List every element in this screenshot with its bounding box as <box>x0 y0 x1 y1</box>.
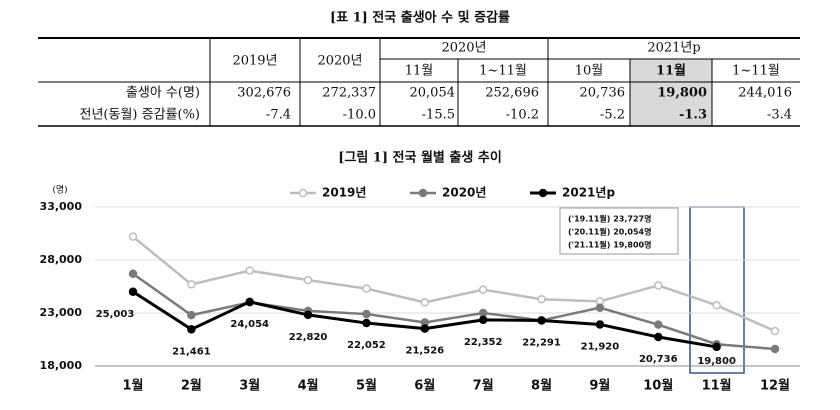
x-tick-label: 3월 <box>239 378 260 394</box>
table-cell: -1.3 <box>679 108 707 123</box>
table-cell: 20,054 <box>410 86 456 101</box>
legend-marker <box>538 188 548 198</box>
table-cell: -5.2 <box>600 108 625 123</box>
point <box>712 342 721 352</box>
data-label: 22,352 <box>464 337 503 348</box>
table-header: 11월 <box>656 63 686 79</box>
table-cell: -3.4 <box>767 108 792 123</box>
point <box>770 344 780 354</box>
x-tick-label: 12월 <box>760 378 790 394</box>
data-label: 25,003 <box>96 309 135 320</box>
x-tick-label: 5월 <box>356 378 377 394</box>
y-tick-label: 33,000 <box>40 200 83 213</box>
annotation: ('21.11월) 19,800명 <box>568 240 651 250</box>
point <box>245 297 254 307</box>
x-tick-label: 6월 <box>414 378 435 394</box>
table-cell: 302,676 <box>237 86 291 101</box>
y-axis-label: (명) <box>52 185 67 196</box>
table-cell: -10.2 <box>506 108 539 123</box>
chart-title: [그림 1] 전국 월별 출생 추이 <box>338 150 502 166</box>
data-label: 21,526 <box>406 346 445 357</box>
highlight-cell <box>630 59 712 126</box>
x-tick-label: 7월 <box>473 378 494 394</box>
data-label: 19,800 <box>697 356 736 367</box>
table-header: 2019년 <box>232 54 277 69</box>
row-label: 출생아 수(명) <box>126 86 200 101</box>
point <box>128 269 138 279</box>
data-label: 22,052 <box>347 340 386 351</box>
point <box>537 294 546 304</box>
point <box>654 320 663 329</box>
table-header: 10월 <box>575 64 604 79</box>
table-verticals <box>209 38 713 126</box>
point <box>362 284 371 293</box>
y-tick-label: 28,000 <box>40 253 83 266</box>
data-label: 20,736 <box>639 354 678 365</box>
annotation: ('20.11월) 20,054명 <box>568 227 651 237</box>
table-cell: 19,800 <box>657 86 707 101</box>
point <box>712 301 721 310</box>
y-tick-label: 23,000 <box>40 306 83 319</box>
x-tick-label: 8월 <box>531 378 552 394</box>
point <box>420 298 430 307</box>
table-header: 2020년 <box>441 41 486 56</box>
table-header: 2021년p <box>647 41 700 56</box>
point <box>303 275 313 285</box>
x-tick-label: 11월 <box>702 378 732 394</box>
x-tick-label: 10월 <box>643 378 673 394</box>
table-header: 2020년 <box>317 54 362 69</box>
legend-marker <box>298 188 308 198</box>
point <box>595 303 605 312</box>
legend-label: 2021년p <box>562 186 615 200</box>
data-label: 24,054 <box>230 319 269 330</box>
y-tick-label: 18,000 <box>40 359 83 372</box>
table-cell: 244,016 <box>738 86 792 101</box>
table-title: [표 1] 전국 출생아 수 및 증감률 <box>330 10 510 26</box>
point <box>303 310 313 320</box>
x-tick-label: 2월 <box>181 378 202 394</box>
table-cell: -10.0 <box>343 108 376 123</box>
table-cell: -15.5 <box>422 108 455 123</box>
point <box>654 332 663 342</box>
series-line <box>132 235 776 333</box>
point <box>478 308 488 318</box>
table-header: 11월 <box>405 64 434 79</box>
point <box>362 318 371 328</box>
series-line <box>132 272 776 351</box>
point <box>187 310 196 320</box>
table-header: 1~11월 <box>479 64 527 79</box>
x-tick-label: 1월 <box>122 378 143 394</box>
legend-label: 2019년 <box>322 186 366 200</box>
point <box>770 326 780 336</box>
point <box>362 309 371 319</box>
point <box>420 324 430 333</box>
point <box>537 316 546 325</box>
table-cell: 272,337 <box>322 86 376 101</box>
data-label: 22,820 <box>289 332 328 343</box>
point <box>128 232 138 241</box>
legend-label: 2020년 <box>442 186 486 200</box>
data-label: 21,920 <box>581 341 620 352</box>
point <box>478 285 488 294</box>
annotation: ('19.11월) 23,727명 <box>568 214 651 224</box>
row-label: 전년(동월) 증감률(%) <box>80 108 201 123</box>
annotation-box <box>559 207 679 255</box>
data-label: 21,461 <box>172 346 211 357</box>
point <box>128 287 138 297</box>
table-cell: -7.4 <box>266 108 291 123</box>
point <box>595 320 605 329</box>
table-cell: 252,696 <box>485 86 539 101</box>
table-cell: 20,736 <box>580 86 626 101</box>
x-tick-label: 9월 <box>589 378 610 394</box>
point <box>654 281 663 290</box>
table-header: 1~11월 <box>732 64 780 79</box>
point <box>245 266 254 275</box>
x-tick-label: 4월 <box>298 378 319 394</box>
point <box>187 325 196 334</box>
data-label: 22,291 <box>522 338 561 349</box>
point <box>187 280 196 289</box>
legend-marker <box>418 188 428 198</box>
point <box>478 315 488 325</box>
